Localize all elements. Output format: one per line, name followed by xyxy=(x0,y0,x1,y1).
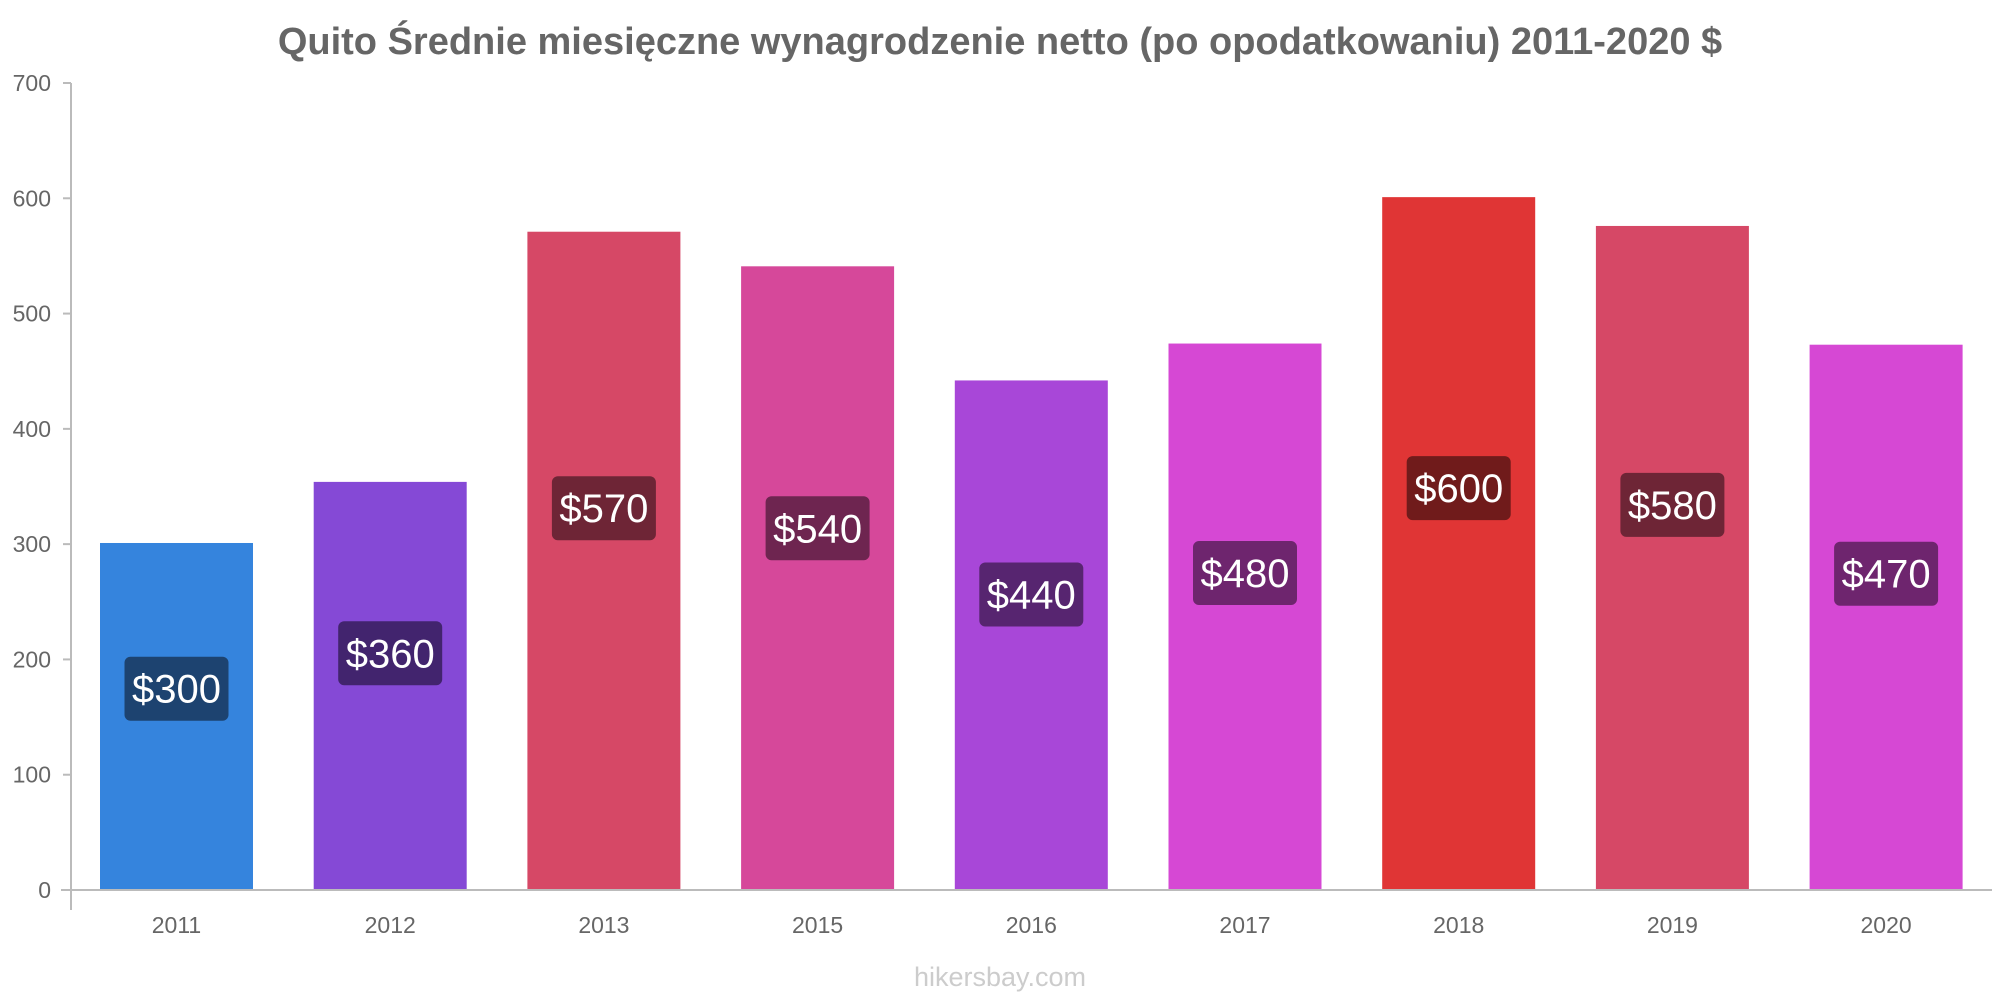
data-label-box-2011 xyxy=(124,656,229,721)
bar-2017 xyxy=(1168,343,1322,890)
bar-2015 xyxy=(741,266,895,890)
x-tick-label-2015: 2015 xyxy=(792,912,843,938)
data-label-box-2012 xyxy=(338,621,443,686)
data-label-2019: $580 xyxy=(1628,484,1717,528)
x-tick-label-2019: 2019 xyxy=(1647,912,1698,938)
y-tick-label: 100 xyxy=(13,762,51,788)
y-tick-label: 200 xyxy=(13,646,51,672)
chart-title: Quito Średnie miesięczne wynagrodzenie n… xyxy=(278,19,1722,63)
data-label-box-2020 xyxy=(1834,541,1939,606)
data-label-2012: $360 xyxy=(346,632,435,676)
data-label-box-2016 xyxy=(979,562,1084,627)
bar-2016 xyxy=(954,380,1108,890)
y-tick-label: 700 xyxy=(13,70,51,96)
data-label-2016: $440 xyxy=(987,573,1076,617)
watermark: hikersbay.com xyxy=(914,962,1086,992)
data-label-box-2019 xyxy=(1620,472,1725,537)
y-tick-label: 600 xyxy=(13,185,51,211)
x-tick-label-2013: 2013 xyxy=(578,912,629,938)
data-label-2018: $600 xyxy=(1414,467,1503,511)
x-tick-label-2011: 2011 xyxy=(152,912,201,938)
data-label-2015: $540 xyxy=(773,507,862,551)
bar-2012 xyxy=(313,481,467,890)
y-tick-label: 0 xyxy=(38,877,51,903)
x-tick-label-2012: 2012 xyxy=(365,912,416,938)
data-label-2011: $300 xyxy=(132,668,221,712)
bar-2018 xyxy=(1382,197,1536,890)
bar-2013 xyxy=(527,231,681,890)
data-label-2020: $470 xyxy=(1842,553,1931,597)
bar-2019 xyxy=(1595,225,1749,890)
x-tick-label-2017: 2017 xyxy=(1219,912,1270,938)
x-axis: 2011 2012 2013 2015 2016 2017 2018 2019 2020 xyxy=(61,889,1992,938)
y-tick-label: 300 xyxy=(13,531,51,557)
x-tick-label-2018: 2018 xyxy=(1433,912,1484,938)
x-tick-label-2020: 2020 xyxy=(1861,912,1912,938)
y-tick-label: 500 xyxy=(13,301,51,327)
bar-2020 xyxy=(1809,344,1963,890)
data-label-2017: $480 xyxy=(1201,552,1290,596)
data-label-box-2015 xyxy=(765,496,870,561)
data-label-box-2017 xyxy=(1193,541,1297,606)
y-axis: 0 100 200 300 400 500 600 700 xyxy=(13,70,72,910)
data-label-2013: $570 xyxy=(559,487,648,531)
data-label-box-2018 xyxy=(1406,456,1511,521)
data-label-box-2013 xyxy=(551,476,656,541)
x-tick-label-2016: 2016 xyxy=(1006,912,1057,938)
bars: $300 $360 $570 $540 $440 $480 $600 $580 $470 xyxy=(100,197,1963,890)
y-tick-label: 400 xyxy=(13,416,51,442)
